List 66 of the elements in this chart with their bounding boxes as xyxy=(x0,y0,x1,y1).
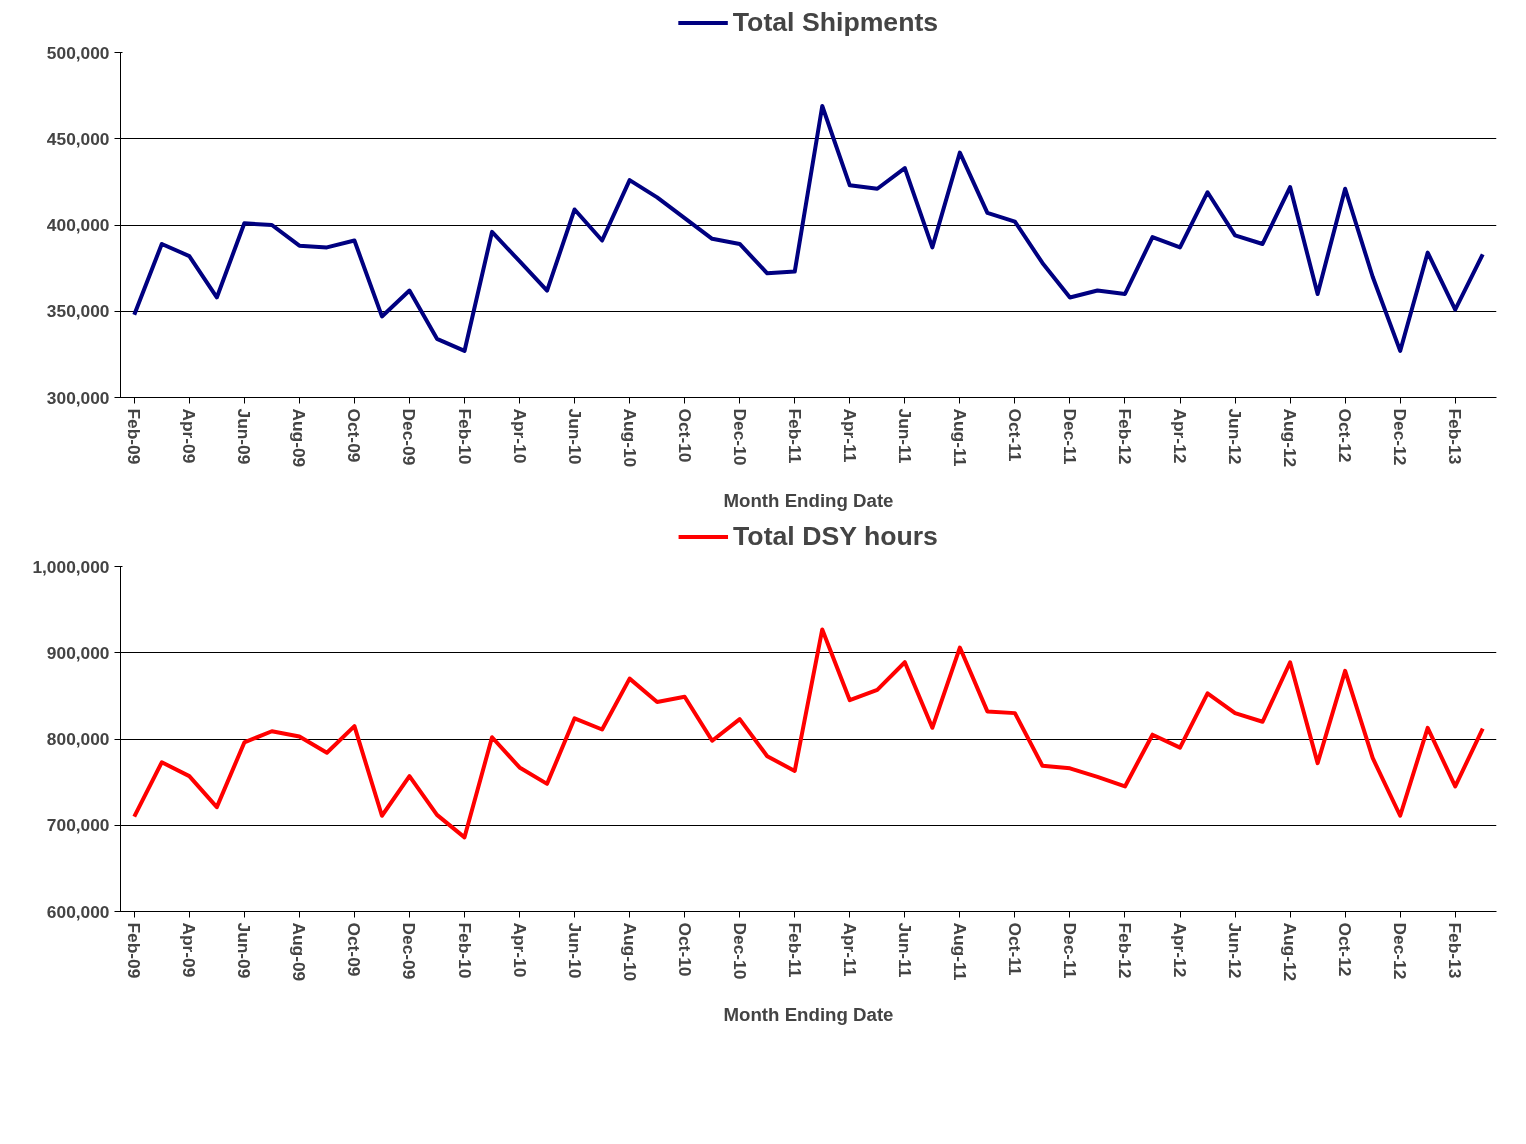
y-tick-label: 1,000,000 xyxy=(32,556,110,577)
x-tick-label: Jun-12 xyxy=(1225,408,1246,465)
x-tick-label: Jun-11 xyxy=(894,408,915,464)
x-axis-title: Month Ending Date xyxy=(723,1004,894,1026)
x-tick-label: Oct-10 xyxy=(674,922,695,977)
x-tick-label: Aug-09 xyxy=(289,408,310,468)
x-tick-label: Dec-11 xyxy=(1059,922,1080,979)
x-axis-title: Month Ending Date xyxy=(723,490,894,512)
x-tick-label: Aug-12 xyxy=(1280,922,1301,982)
legend-label: Total DSY hours xyxy=(733,520,938,552)
x-tick-label: Jun-09 xyxy=(234,922,255,979)
x-tick-label: Dec-10 xyxy=(729,922,750,980)
x-tick-label: Dec-10 xyxy=(729,408,750,466)
x-tick-label: Apr-12 xyxy=(1170,408,1191,464)
y-tick-label: 450,000 xyxy=(46,128,110,149)
x-tick-label: Feb-11 xyxy=(784,922,805,978)
x-tick-label: Oct-09 xyxy=(344,408,365,463)
x-tick-label: Aug-10 xyxy=(619,408,640,468)
x-tick-label: Oct-12 xyxy=(1335,922,1356,977)
legend-label: Total Shipments xyxy=(732,6,939,38)
x-tick-label: Oct-11 xyxy=(1004,922,1025,976)
x-tick-label: Feb-09 xyxy=(124,922,145,979)
x-tick-label: Dec-09 xyxy=(399,408,420,466)
x-tick-label: Dec-12 xyxy=(1390,922,1411,980)
x-tick-label: Apr-09 xyxy=(179,922,200,978)
x-tick-label: Aug-11 xyxy=(949,922,970,981)
x-tick-label: Dec-09 xyxy=(399,922,420,980)
x-tick-label: Feb-13 xyxy=(1445,408,1466,465)
x-tick-label: Feb-09 xyxy=(124,408,145,465)
x-tick-label: Dec-12 xyxy=(1390,408,1411,466)
line-series xyxy=(132,103,1485,353)
x-tick-label: Oct-11 xyxy=(1004,408,1025,462)
x-tick-label: Feb-10 xyxy=(454,408,475,465)
x-tick-label: Apr-12 xyxy=(1170,922,1191,978)
x-tick-label: Jun-11 xyxy=(894,922,915,978)
x-tick-label: Feb-12 xyxy=(1114,922,1135,979)
y-tick-label: 600,000 xyxy=(46,901,110,922)
y-tick-label: 900,000 xyxy=(46,642,110,663)
x-tick-label: Apr-10 xyxy=(509,922,530,978)
x-tick-label: Aug-11 xyxy=(949,408,970,467)
x-tick-label: Feb-11 xyxy=(784,408,805,464)
x-tick-label: Feb-13 xyxy=(1445,922,1466,979)
y-tick-label: 300,000 xyxy=(46,387,110,408)
x-tick-label: Apr-11 xyxy=(839,922,860,977)
x-tick-label: Aug-09 xyxy=(289,922,310,982)
y-tick-label: 700,000 xyxy=(46,815,110,836)
x-tick-label: Jun-10 xyxy=(564,922,585,979)
x-tick-label: Jun-12 xyxy=(1225,922,1246,979)
line-series xyxy=(132,627,1485,840)
x-tick-label: Dec-11 xyxy=(1059,408,1080,465)
y-tick-label: 800,000 xyxy=(46,729,110,749)
x-tick-label: Aug-10 xyxy=(619,922,640,982)
y-tick-label: 400,000 xyxy=(46,215,110,235)
x-tick-label: Oct-12 xyxy=(1335,408,1356,463)
x-tick-label: Aug-12 xyxy=(1280,408,1301,468)
x-tick-label: Apr-10 xyxy=(509,408,530,464)
y-tick-label: 500,000 xyxy=(46,42,110,63)
x-tick-label: Apr-09 xyxy=(179,408,200,464)
x-tick-label: Jun-09 xyxy=(234,408,255,465)
x-tick-label: Oct-09 xyxy=(344,922,365,977)
x-tick-label: Apr-11 xyxy=(839,408,860,463)
y-tick-label: 350,000 xyxy=(46,301,110,322)
x-tick-label: Jun-10 xyxy=(564,408,585,465)
x-tick-label: Feb-10 xyxy=(454,922,475,979)
x-tick-label: Oct-10 xyxy=(674,408,695,463)
x-tick-label: Feb-12 xyxy=(1114,408,1135,465)
